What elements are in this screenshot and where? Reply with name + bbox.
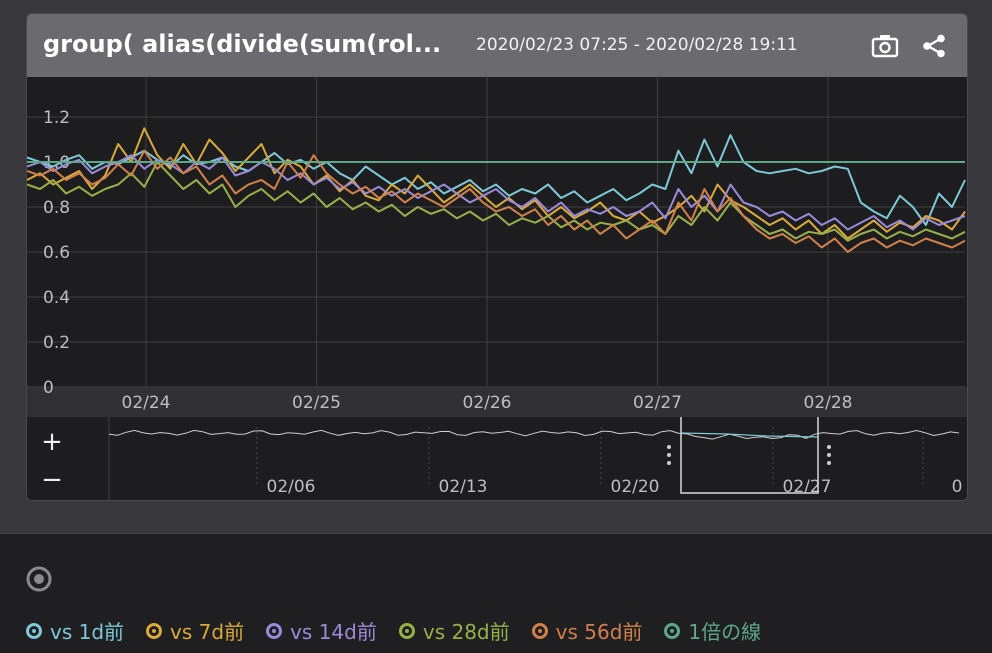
legend-label: vs 56d前 [555,620,643,644]
legend-label: vs 14d前 [290,620,377,644]
selected-line [680,432,819,438]
legend-label: 1倍の線 [688,620,762,644]
handle-left[interactable] [667,445,671,465]
legend-item[interactable]: vs 1d前 [26,616,124,645]
chart-legend: vs 1d前 vs 7d前 vs 14d前 vs 28d前 vs 56d前 1倍の線 [26,616,761,645]
y-tick-label: 0.4 [43,288,70,308]
share-icon[interactable] [920,32,948,60]
legend-area: vs 1d前 vs 7d前 vs 14d前 vs 28d前 vs 56d前 1倍の線 [0,533,992,653]
x-tick-label: 02/27 [633,393,682,413]
legend-label: vs 28d前 [422,620,510,644]
y-tick-label: 0 [43,378,54,398]
y-tick-label: 1.2 [43,108,70,128]
line-chart[interactable]: 00.20.40.60.81.01.202/24 02/25 02/26 02/27 0… [27,77,967,417]
legend-marker-icon [664,622,681,639]
legend-label: vs 1d前 [50,620,125,644]
series-line[interactable] [27,149,966,253]
panel-title[interactable]: group( alias(divide(sum(rol... [43,30,442,58]
time-range: 2020/02/23 07:25 - 2020/02/28 19:11 [476,35,798,55]
series-line[interactable] [27,161,966,242]
navigator-tick-label: 02/20 [611,477,660,497]
navigator-tick-label: 02/06 [267,477,316,497]
legend-marker-icon [398,622,415,639]
legend-item[interactable]: vs 28d前 [398,616,510,645]
navigator-overview[interactable]: 02/06 02/13 02/20 02/27 0 [27,417,967,500]
y-tick-label: 0.6 [43,243,70,263]
toggle-all-icon[interactable] [26,566,52,592]
navigator-tick-label: 0 [952,477,963,497]
overview-line [108,429,960,440]
legend-marker-icon [26,622,42,639]
legend-item[interactable]: 1倍の線 [664,616,761,645]
x-tick-label: 02/25 [292,393,341,413]
range-navigator[interactable]: + − 02/06 02/13 02/20 02/27 0 [27,417,967,500]
x-axis-band [27,387,967,417]
x-tick-label: 02/24 [122,393,171,413]
legend-label: vs 7d前 [170,620,245,644]
zoom-in-button[interactable]: + [41,427,63,457]
x-tick-label: 02/26 [463,393,512,413]
series-line[interactable] [27,134,966,226]
navigator-tick-label: 02/13 [439,477,488,497]
series-line[interactable] [27,127,966,240]
legend-item[interactable]: vs 7d前 [146,616,244,645]
selection-window[interactable] [680,417,819,494]
chart-panel: group( alias(divide(sum(rol... 2020/02/2… [26,13,968,501]
navigator-tick-label: 02/27 [783,477,832,497]
camera-icon[interactable] [871,32,899,60]
y-tick-label: 0.8 [43,198,70,218]
legend-item[interactable]: vs 56d前 [531,616,643,645]
panel-header: group( alias(divide(sum(rol... 2020/02/2… [27,14,967,77]
legend-marker-icon [531,622,548,639]
x-tick-label: 02/28 [804,393,853,413]
legend-marker-icon [146,622,163,639]
zoom-out-button[interactable]: − [41,465,63,495]
handle-right[interactable] [827,445,831,465]
legend-item[interactable]: vs 14d前 [266,616,377,645]
legend-marker-icon [266,622,283,639]
y-tick-label: 0.2 [43,333,70,353]
